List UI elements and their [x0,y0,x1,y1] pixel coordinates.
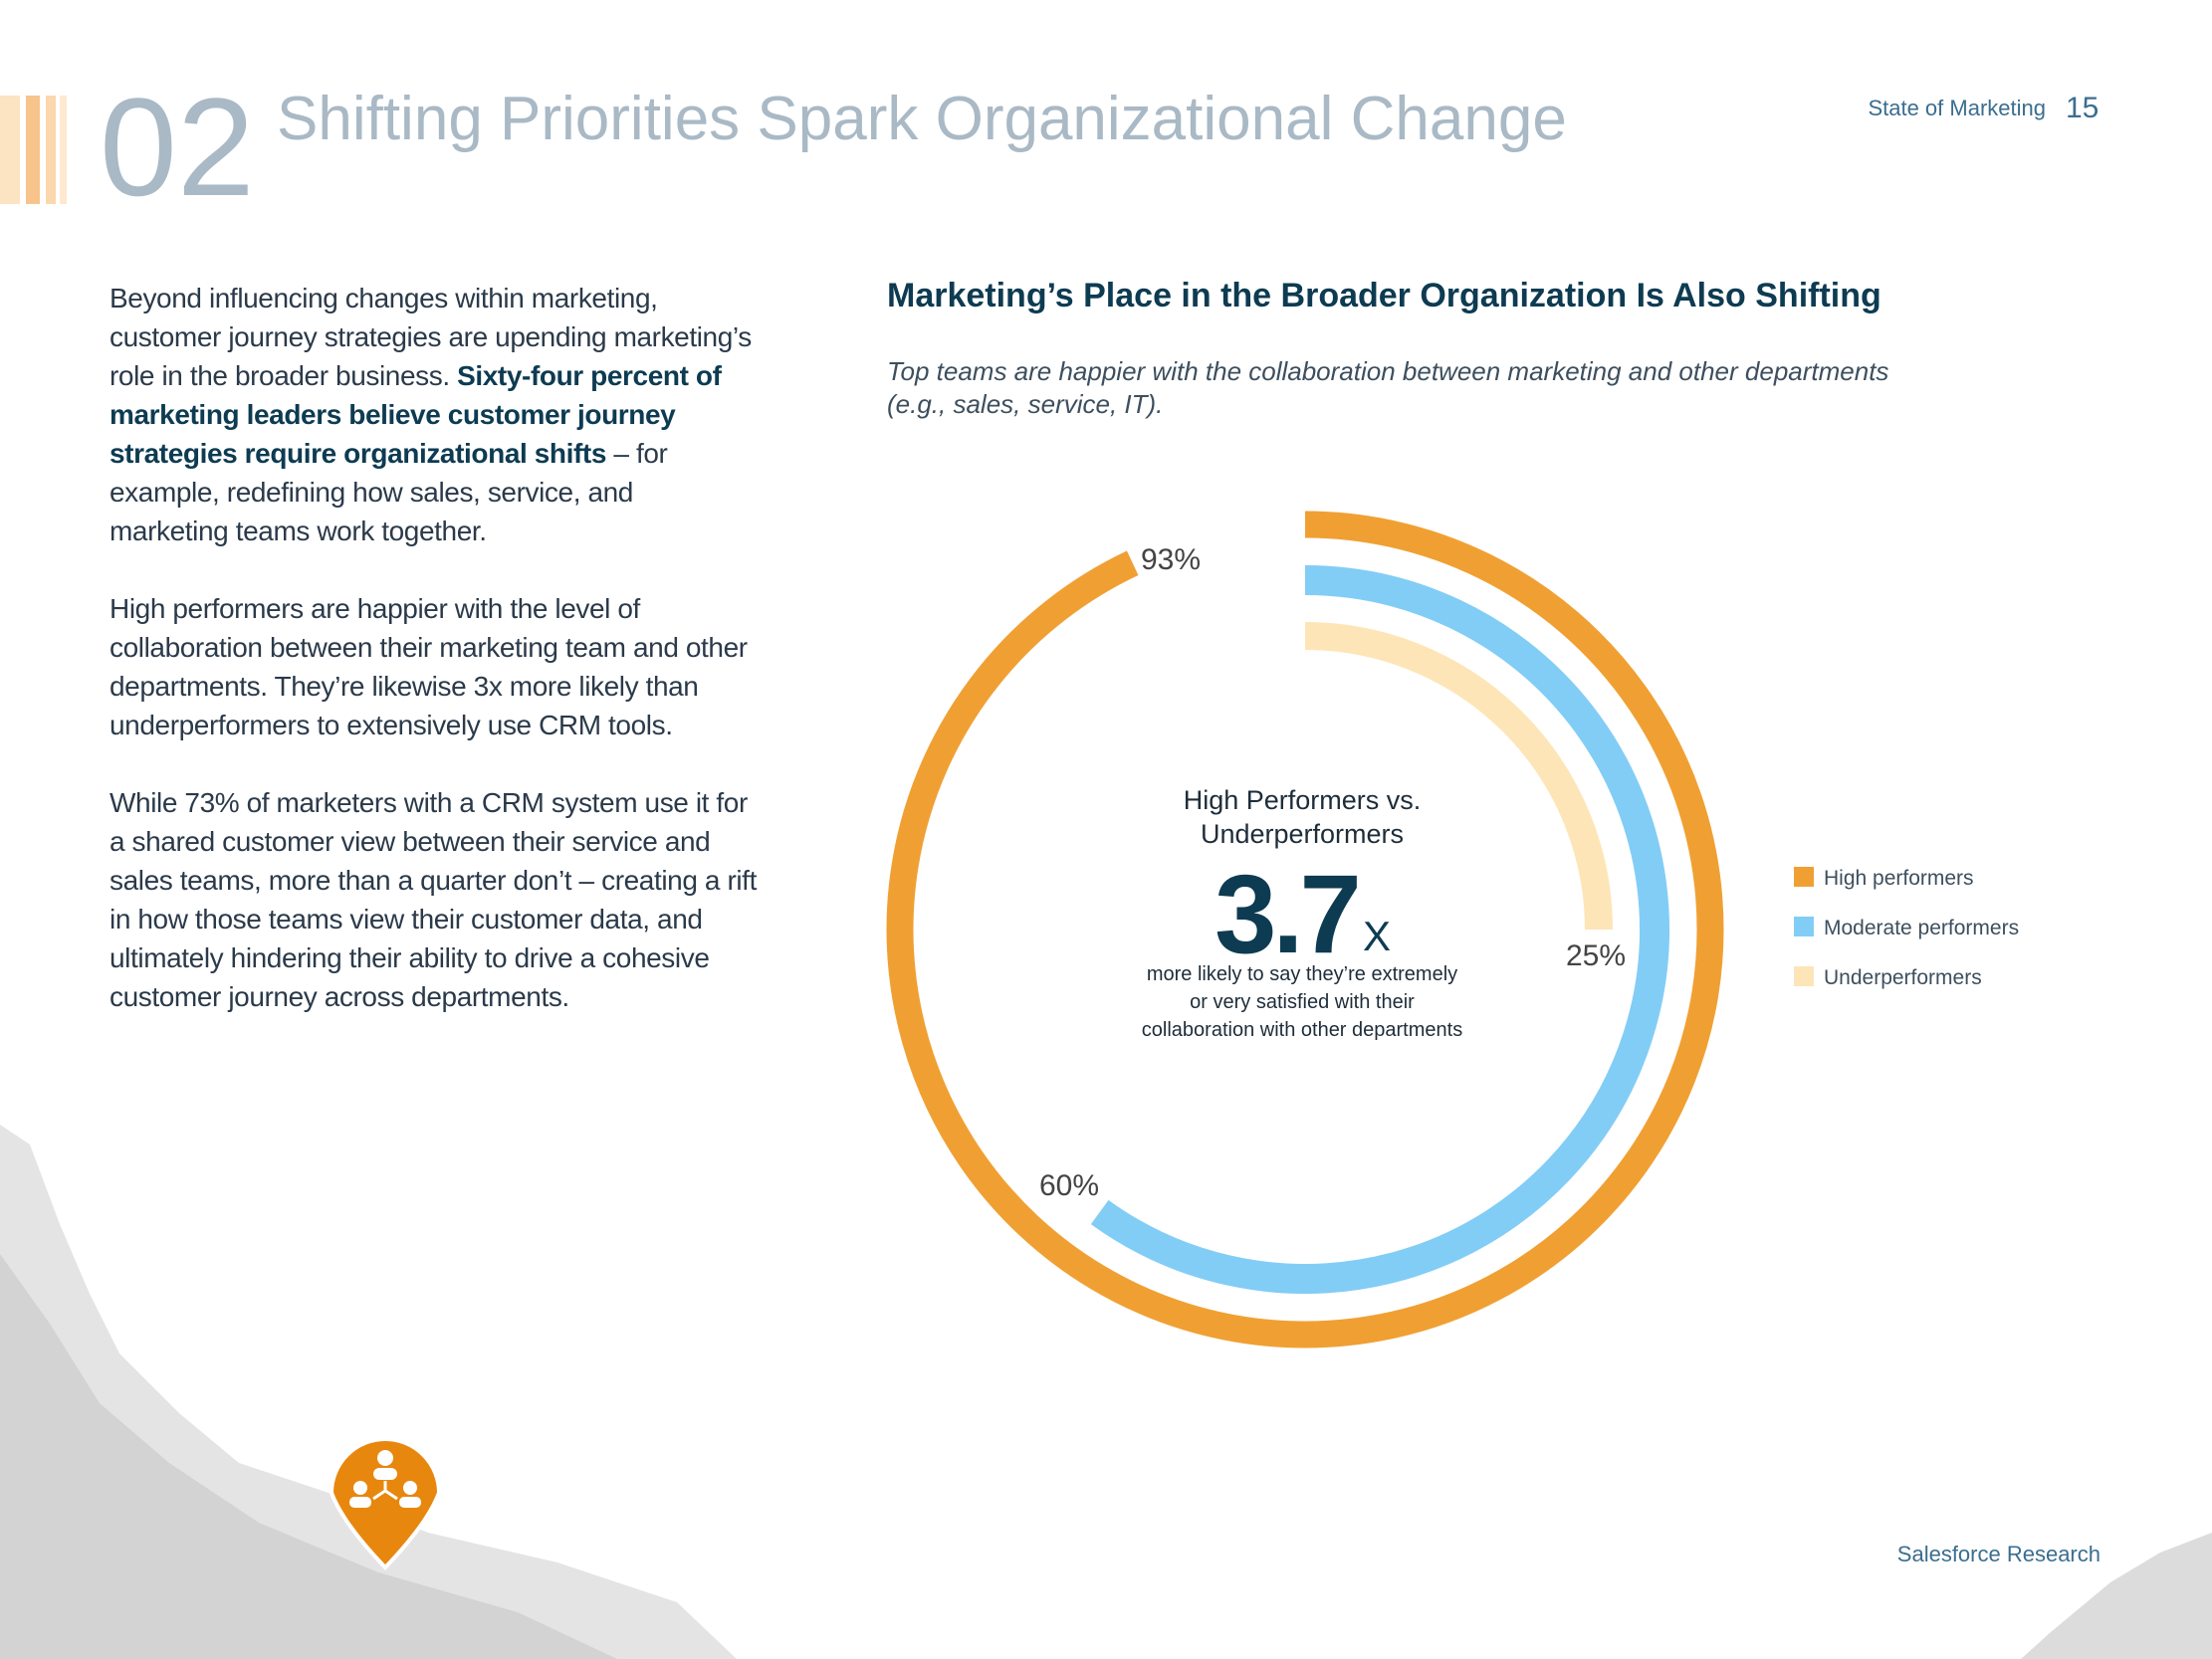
page-title: Shifting Priorities Spark Organizational… [277,85,1567,153]
report-name: State of Marketing [1868,96,2046,120]
page-number: 15 [2066,92,2099,124]
center-note: collaboration with other departments [1142,1019,1462,1041]
mountain [0,1254,617,1659]
text: Beyond influencing changes within market… [110,283,752,391]
legend-label: High performers [1824,867,1974,890]
chart-subtitle: (e.g., sales, service, IT). [887,389,1163,419]
footer: Salesforce Research [1897,1542,2101,1566]
stripe [0,96,20,204]
data-label: 93% [1141,543,1201,576]
legend-label: Underperformers [1824,966,1982,989]
legend-label: Moderate performers [1824,917,2019,939]
ring-bar [1090,565,1669,1294]
body-text: Beyond influencing changes within market… [110,279,757,1055]
text: – for example, redefining how sales, ser… [110,438,668,546]
bold-text: Sixty-four percent of marketing leaders … [110,360,722,469]
pin-icon [329,1437,442,1570]
center-value: 3.7 [1215,852,1358,976]
chart-subtitle: Top teams are happier with the collabora… [887,356,1888,386]
paragraph: While 73% of marketers with a CRM system… [110,787,757,1012]
paragraph: Beyond influencing changes within market… [110,279,757,550]
ring-bar [1304,622,1613,931]
data-label: 60% [1039,1169,1099,1202]
center-note: or very satisfied with their [1190,991,1415,1013]
ring-bar [886,511,1724,1348]
stripe [60,96,67,204]
stripe [26,96,40,204]
chart-title: Marketing’s Place in the Broader Organiz… [887,277,1881,314]
data-label: 25% [1566,939,1626,972]
mountain [2021,1533,2212,1659]
legend-swatch [1794,867,1814,887]
center-title: High Performers vs. [1184,785,1422,815]
center-unit: X [1363,913,1391,959]
legend-swatch [1794,917,1814,936]
legend-swatch [1794,966,1814,986]
stripe [46,96,56,204]
section-number: 02 [100,69,255,225]
center-title: Underperformers [1201,819,1404,849]
paragraph: High performers are happier with the lev… [110,593,748,740]
center-note: more likely to say they’re extremely [1147,963,1457,985]
